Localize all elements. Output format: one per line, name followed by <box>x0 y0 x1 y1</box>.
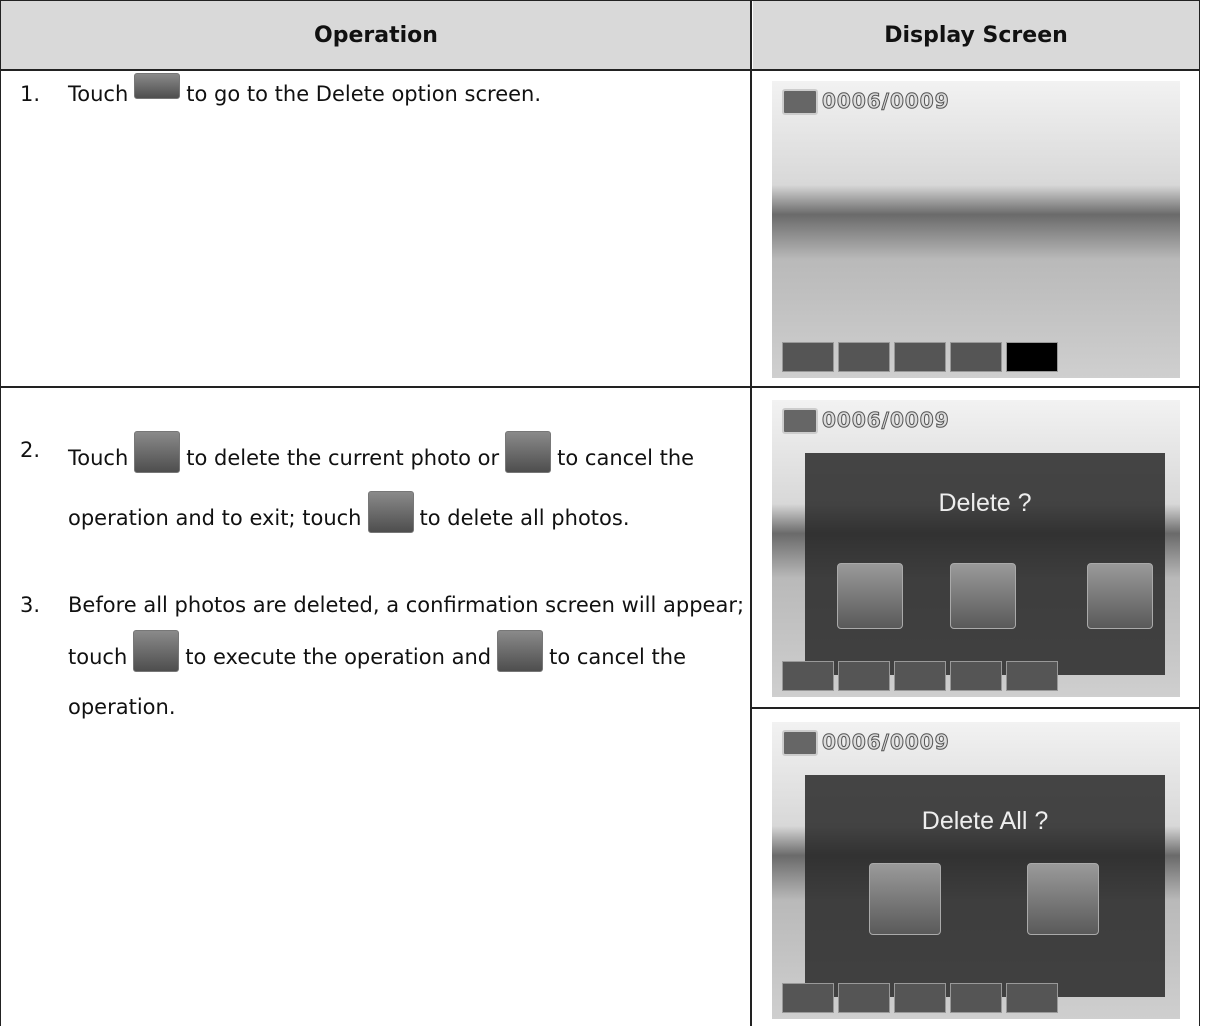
header-text: Display Screen <box>884 22 1068 48</box>
dialog: Delete All ? <box>805 775 1165 997</box>
camera-icon <box>782 730 818 756</box>
step-text: to cancel the operation and to exit; tou… <box>68 446 695 530</box>
icon-delete-one <box>134 431 181 473</box>
step-text: to go to the Delete option screen. <box>186 82 542 106</box>
dialog-title: Delete ? <box>938 489 1032 517</box>
dialog: Delete ? <box>805 453 1165 675</box>
icon-delete-all <box>367 491 414 533</box>
rule <box>0 386 1200 388</box>
rule <box>0 0 1200 1</box>
step-text: to delete all photos. <box>419 506 630 530</box>
header-text: Operation <box>314 22 438 48</box>
counter: 0006/0009 <box>822 89 950 114</box>
screenshot: 0006/0009 Delete All ? <box>772 722 1180 1019</box>
step: 2. Touch to delete the current photo or to… <box>20 428 745 548</box>
toolbar <box>782 983 1058 1013</box>
rule <box>0 69 1200 71</box>
confirm-button[interactable] <box>869 863 941 935</box>
screenshot: 0006/0009 <box>772 81 1180 378</box>
dialog-title: Delete All ? <box>921 807 1049 835</box>
screenshot: 0006/0009 Delete ? <box>772 400 1180 697</box>
header-cell: Display Screen <box>753 1 1199 69</box>
step-text: Touch <box>68 446 129 470</box>
exit-button[interactable] <box>1087 563 1153 629</box>
rule <box>750 0 752 1026</box>
camera-icon <box>782 408 818 434</box>
icon-cancel <box>497 630 544 672</box>
icon-confirm <box>133 630 180 672</box>
delete-one-button[interactable] <box>837 563 903 629</box>
counter: 0006/0009 <box>822 730 950 755</box>
rule <box>0 0 1 1026</box>
step: 1. Touch to go to the Delete option scree… <box>20 72 745 116</box>
step-number: 3. <box>20 593 41 617</box>
rule <box>1199 0 1200 1026</box>
step-text: to execute the operation and <box>185 645 492 669</box>
counter: 0006/0009 <box>822 408 950 433</box>
step-text: to delete the current photo or <box>186 446 500 470</box>
delete-all-button[interactable] <box>950 563 1016 629</box>
header-cell: Operation <box>1 1 751 69</box>
icon-exit <box>505 431 552 473</box>
cancel-button[interactable] <box>1027 863 1099 935</box>
step-text: Before all photos are deleted, a confirm… <box>68 593 745 669</box>
rule <box>752 707 1200 709</box>
toolbar <box>782 342 1058 372</box>
step-text: Touch <box>68 82 129 106</box>
step-text: to cancel the operation. <box>68 645 687 719</box>
icon-delete <box>134 73 181 99</box>
step-number: 1. <box>20 82 41 106</box>
step: 3. Before all photos are deleted, a conf… <box>20 580 745 732</box>
camera-icon <box>782 89 818 115</box>
toolbar <box>782 661 1058 691</box>
step-number: 2. <box>20 438 41 462</box>
